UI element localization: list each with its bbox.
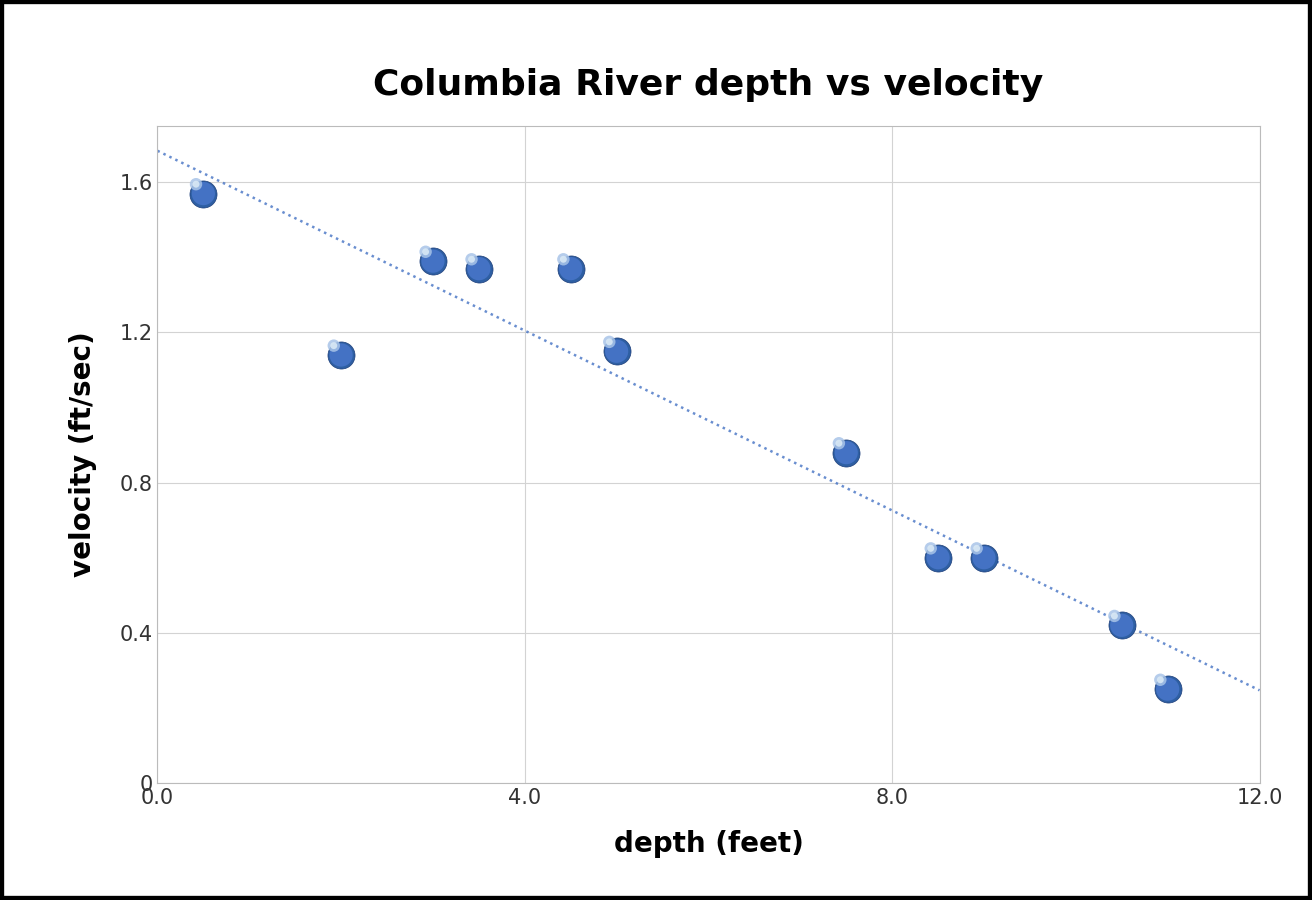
Point	[974, 551, 994, 565]
Point	[560, 262, 581, 276]
Y-axis label: velocity (ft/sec): velocity (ft/sec)	[70, 331, 97, 578]
Point	[331, 347, 352, 362]
Point	[415, 245, 436, 259]
Point	[468, 262, 489, 276]
Point	[598, 335, 619, 349]
Point	[560, 262, 581, 276]
Point	[920, 541, 941, 555]
Point	[606, 344, 627, 358]
Point	[606, 344, 627, 358]
Point	[415, 245, 436, 259]
Point	[552, 252, 573, 266]
Point	[1149, 672, 1170, 687]
Point	[828, 436, 849, 450]
Point	[422, 254, 443, 268]
Point	[422, 254, 443, 268]
Point	[966, 541, 987, 555]
Point	[1157, 682, 1178, 697]
Point	[1149, 672, 1170, 687]
Point	[928, 551, 949, 565]
Point	[468, 262, 489, 276]
Point	[598, 335, 619, 349]
Point	[1103, 608, 1124, 623]
Point	[461, 252, 482, 266]
Point	[1103, 608, 1124, 623]
Point	[193, 186, 214, 201]
Point	[552, 252, 573, 266]
Point	[1157, 682, 1178, 697]
Point	[828, 436, 849, 450]
Point	[1111, 618, 1132, 633]
Point	[920, 541, 941, 555]
Point	[185, 177, 206, 192]
Point	[974, 551, 994, 565]
Point	[185, 177, 206, 192]
Point	[928, 551, 949, 565]
Point	[966, 541, 987, 555]
Point	[1111, 618, 1132, 633]
Point	[323, 338, 344, 353]
Point	[323, 338, 344, 353]
Point	[193, 186, 214, 201]
X-axis label: depth (feet): depth (feet)	[614, 830, 803, 858]
Point	[331, 347, 352, 362]
Point	[836, 446, 857, 460]
Point	[461, 252, 482, 266]
Point	[836, 446, 857, 460]
Title: Columbia River depth vs velocity: Columbia River depth vs velocity	[374, 68, 1043, 103]
